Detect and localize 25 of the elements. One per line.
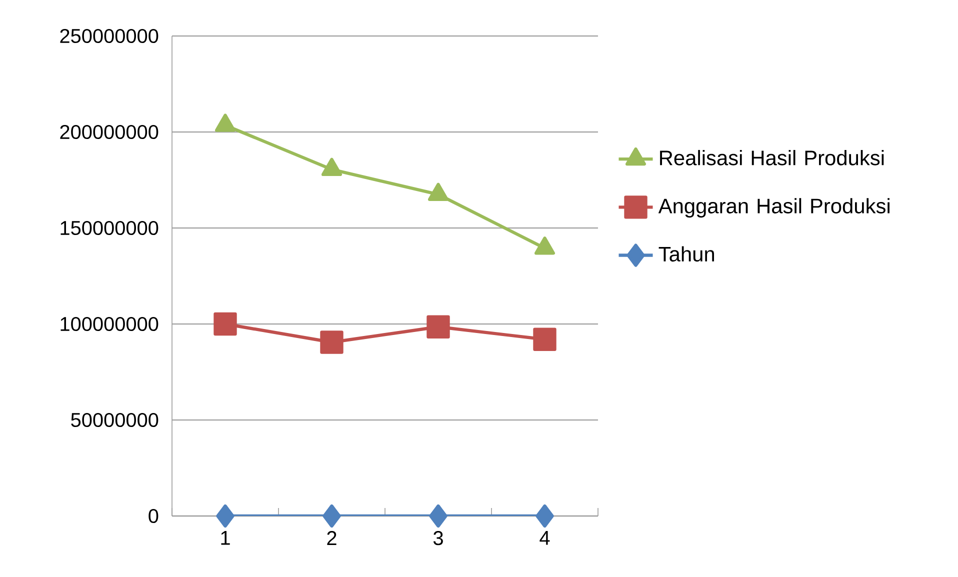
point (534, 236, 555, 255)
legend-label: Tahun (658, 246, 714, 262)
y-tick-label: 50000000 (71, 412, 158, 428)
point (536, 504, 554, 528)
x-tick-label: 1 (221, 531, 230, 545)
y-tick-label: 100000000 (60, 316, 158, 332)
y-tick-label: 250000000 (60, 28, 158, 44)
point (428, 182, 448, 201)
point (322, 504, 341, 528)
y-tick-label: 200000000 (60, 124, 158, 140)
y-tick-label: 150000000 (60, 220, 158, 236)
y-tick-label: 0 (148, 508, 158, 524)
point (214, 114, 236, 132)
point (214, 312, 237, 336)
point (429, 504, 448, 528)
point (320, 330, 344, 354)
point (321, 158, 342, 176)
x-tick-label: 2 (327, 531, 336, 545)
point (216, 504, 234, 528)
legend-label: Anggaran Hasil Produksi (658, 198, 890, 218)
x-tick-label: 4 (540, 531, 550, 545)
x-tick-label: 3 (433, 531, 443, 546)
point (426, 315, 450, 338)
legend-label: Realisasi Hasil Produksi (660, 150, 884, 166)
point (533, 328, 556, 351)
